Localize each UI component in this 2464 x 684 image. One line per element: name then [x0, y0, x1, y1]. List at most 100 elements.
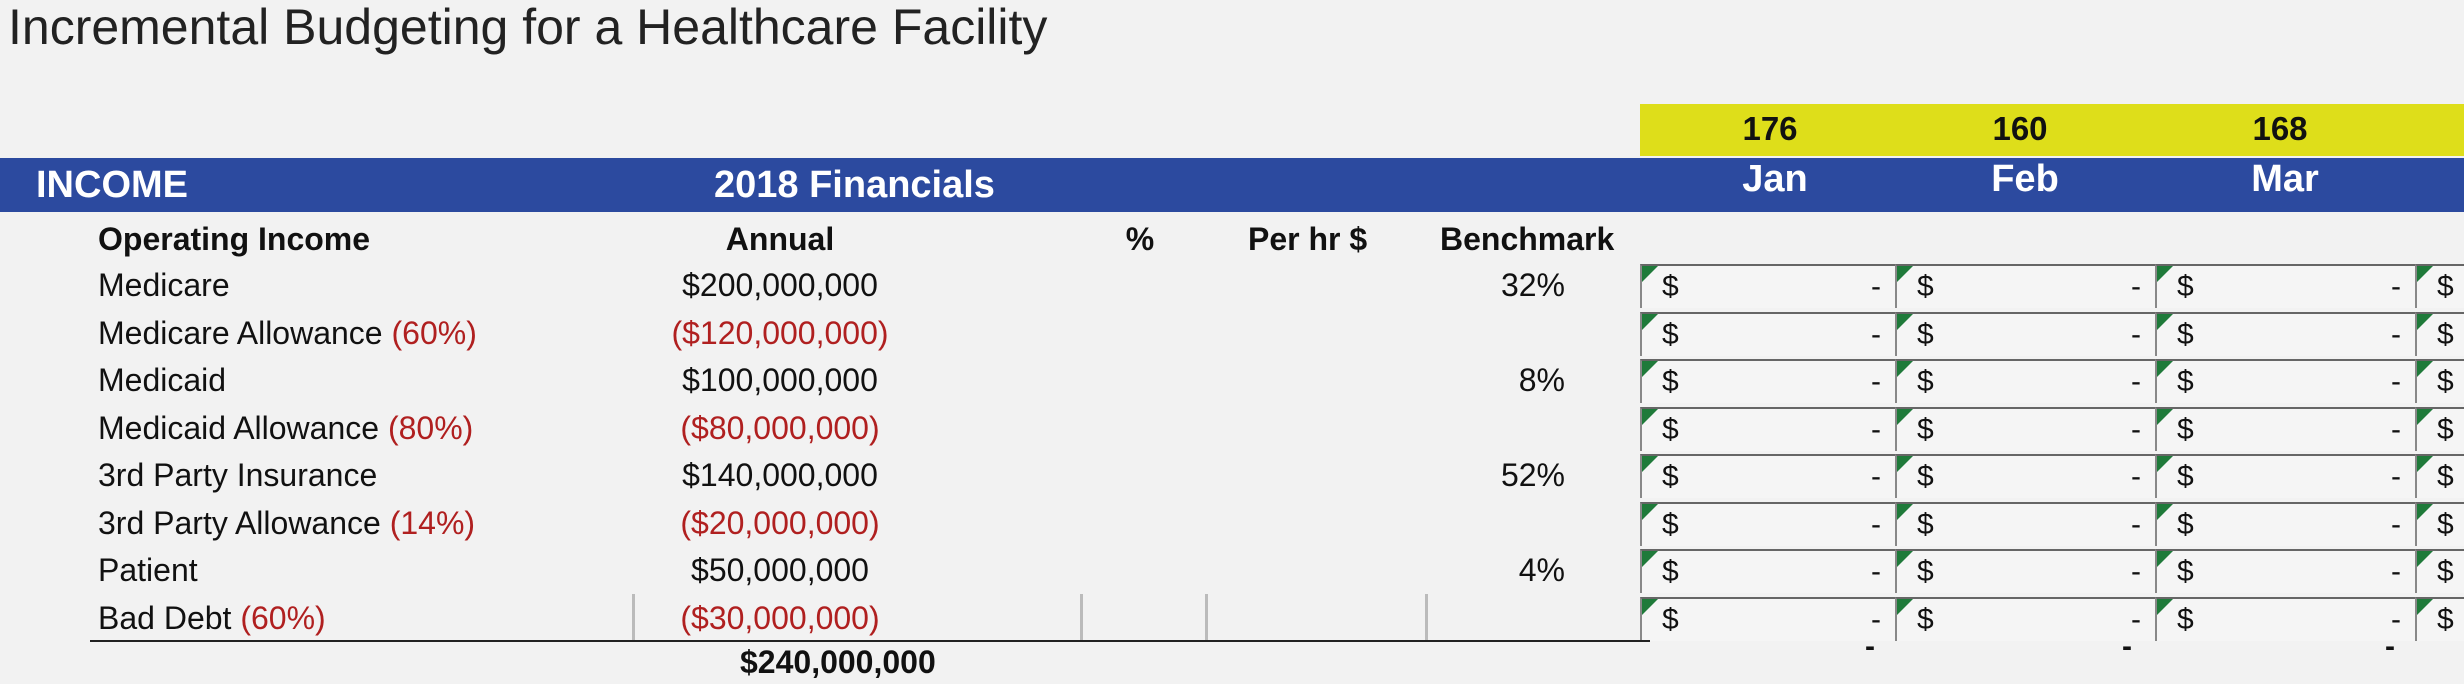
benchmark-value[interactable]: 4% [1518, 552, 1565, 588]
month-cell[interactable]: $ - [2155, 597, 2415, 641]
month-cell[interactable]: $ - [1640, 454, 1895, 498]
month-cell[interactable]: $ - [1895, 407, 2155, 451]
total-annual[interactable]: $240,000,000 [740, 644, 936, 680]
total-feb[interactable]: - [2122, 630, 2132, 663]
month-cell[interactable]: $ - [1640, 597, 1895, 641]
month-cell[interactable]: $ [2415, 312, 2464, 356]
month-jan[interactable]: Jan [1742, 158, 1808, 200]
percent-header[interactable]: % [1125, 221, 1155, 257]
month-cell[interactable]: $ [2415, 549, 2464, 593]
row-label-text: Medicare [98, 267, 230, 303]
cell-value: - [2131, 603, 2141, 636]
month-cell[interactable]: $ - [1895, 264, 2155, 308]
row-label[interactable]: Medicare [98, 262, 230, 308]
benchmark-header[interactable]: Benchmark [1440, 221, 1615, 257]
annual-header[interactable]: Annual [725, 221, 835, 257]
row-label[interactable]: Medicare Allowance (60%) [98, 310, 477, 356]
row-label[interactable]: Patient [98, 547, 198, 593]
currency-symbol: $ [1662, 365, 1679, 398]
error-flag-icon [1897, 599, 1913, 615]
month-cell[interactable]: $ [2415, 359, 2464, 403]
error-flag-icon [2417, 361, 2433, 377]
month-cell[interactable]: $ - [2155, 454, 2415, 498]
annual-value[interactable]: $200,000,000 [682, 267, 878, 303]
month-cell[interactable]: $ - [1895, 359, 2155, 403]
month-cell[interactable]: $ - [1895, 549, 2155, 593]
hours-feb[interactable]: 160 [1992, 110, 2048, 147]
cell-value: - [2131, 508, 2141, 541]
annual-value[interactable]: ($30,000,000) [680, 600, 880, 636]
annual-value[interactable]: $50,000,000 [691, 552, 869, 588]
benchmark-value[interactable]: 52% [1500, 457, 1565, 493]
annual-value[interactable]: $140,000,000 [682, 457, 878, 493]
month-cell[interactable]: $ - [1640, 502, 1895, 546]
month-cell[interactable]: $ - [2155, 502, 2415, 546]
row-label[interactable]: 3rd Party Insurance [98, 452, 377, 498]
month-mar[interactable]: Mar [2251, 158, 2319, 200]
hours-jan[interactable]: 176 [1742, 110, 1798, 147]
cell-border [1080, 594, 1083, 642]
benchmark-value[interactable]: 8% [1518, 362, 1565, 398]
per-hr-header[interactable]: Per hr $ [1248, 221, 1368, 257]
annual-value[interactable]: $100,000,000 [682, 362, 878, 398]
month-cell[interactable]: $ - [1640, 264, 1895, 308]
row-label-text: Patient [98, 552, 198, 588]
error-flag-icon [2417, 551, 2433, 567]
allowance-rate: (14%) [389, 505, 476, 541]
row-label[interactable]: Medicaid [98, 357, 226, 403]
cell-value: - [1871, 365, 1881, 398]
error-flag-icon [1642, 409, 1658, 425]
currency-symbol: $ [1917, 460, 1934, 493]
error-flag-icon [2417, 314, 2433, 330]
month-cell[interactable]: $ [2415, 502, 2464, 546]
benchmark-value[interactable]: 32% [1500, 267, 1565, 303]
error-flag-icon [2157, 456, 2173, 472]
error-flag-icon [1897, 314, 1913, 330]
month-cell[interactable]: $ - [1895, 502, 2155, 546]
error-flag-icon [1897, 266, 1913, 282]
month-cell[interactable]: $ [2415, 407, 2464, 451]
month-cell[interactable]: $ [2415, 597, 2464, 641]
total-jan[interactable]: - [1865, 630, 1875, 663]
error-flag-icon [2417, 456, 2433, 472]
operating-income-header[interactable]: Operating Income [98, 221, 371, 257]
currency-symbol: $ [2437, 508, 2454, 541]
annual-value[interactable]: ($80,000,000) [680, 410, 880, 446]
hours-mar[interactable]: 168 [2252, 110, 2308, 147]
currency-symbol: $ [1917, 365, 1934, 398]
currency-symbol: $ [1662, 603, 1679, 636]
month-cell[interactable]: $ - [1640, 549, 1895, 593]
header-band [0, 158, 2464, 212]
month-cell[interactable]: $ - [2155, 549, 2415, 593]
row-label-text: Medicaid Allowance [98, 410, 388, 446]
error-flag-icon [2157, 266, 2173, 282]
month-cell[interactable]: $ - [1895, 312, 2155, 356]
income-header[interactable]: INCOME [36, 164, 188, 206]
row-label[interactable]: Bad Debt (60%) [98, 595, 326, 641]
month-cell[interactable]: $ - [1640, 312, 1895, 356]
month-cell[interactable]: $ - [2155, 312, 2415, 356]
month-cell[interactable]: $ [2415, 454, 2464, 498]
annual-value[interactable]: ($120,000,000) [671, 315, 889, 351]
month-cell[interactable]: $ - [1640, 359, 1895, 403]
cell-value: - [1871, 508, 1881, 541]
month-cell[interactable]: $ [2415, 264, 2464, 308]
financials-header[interactable]: 2018 Financials [714, 164, 995, 206]
month-cell[interactable]: $ - [1640, 407, 1895, 451]
month-feb[interactable]: Feb [1991, 158, 2059, 200]
currency-symbol: $ [1662, 270, 1679, 303]
cell-value: - [1871, 270, 1881, 303]
month-cell[interactable]: $ - [2155, 407, 2415, 451]
currency-symbol: $ [1917, 508, 1934, 541]
month-cell[interactable]: $ - [1895, 454, 2155, 498]
month-cell[interactable]: $ - [1895, 597, 2155, 641]
total-mar[interactable]: - [2385, 630, 2395, 663]
month-cell[interactable]: $ - [2155, 359, 2415, 403]
error-flag-icon [2157, 551, 2173, 567]
row-label[interactable]: Medicaid Allowance (80%) [98, 405, 473, 451]
error-flag-icon [2417, 266, 2433, 282]
month-cell[interactable]: $ - [2155, 264, 2415, 308]
annual-value[interactable]: ($20,000,000) [680, 505, 880, 541]
currency-symbol: $ [2437, 318, 2454, 351]
row-label[interactable]: 3rd Party Allowance (14%) [98, 500, 475, 546]
